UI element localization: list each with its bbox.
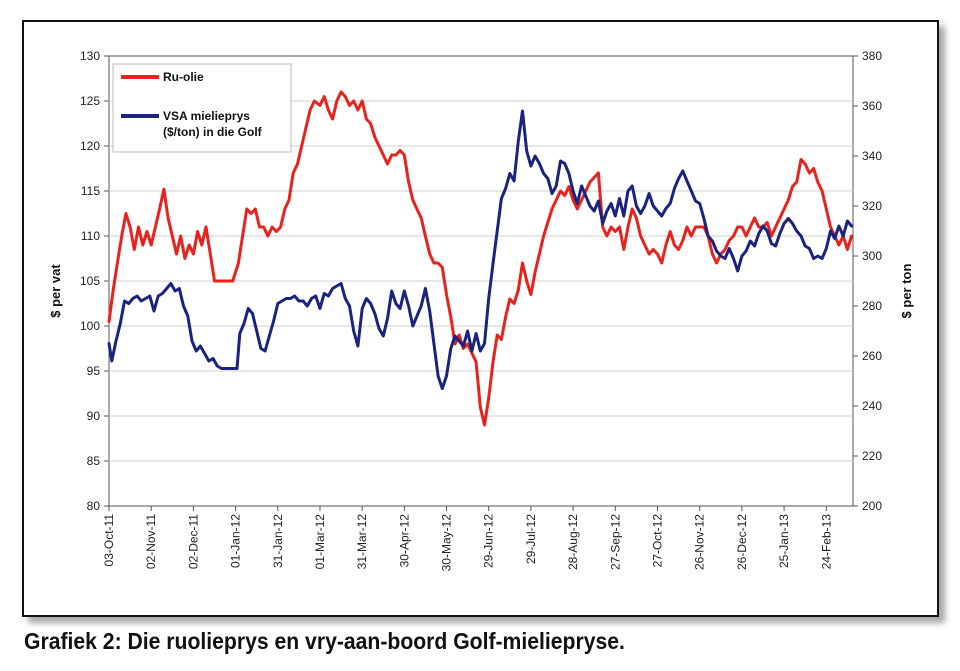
y-axis-title-right: $ per ton [899,263,914,318]
right-tick-label: 380 [862,49,882,63]
left-tick-label: 115 [81,184,100,198]
x-tick-label: 29-Jun-12 [482,514,496,568]
figure-caption: Grafiek 2: Die ruolieprys en vry-aan-boo… [24,628,625,654]
x-tick-label: 31-Jan-12 [271,514,285,568]
series-line-ru-olie [107,90,854,427]
x-tick-label: 30-Apr-12 [397,514,411,568]
legend: Ru-olie VSA mielieprys ($/ton) in die Golf [112,63,292,153]
legend-label-ru-olie: Ru-olie [163,70,204,84]
x-tick-label: 27-Sep-12 [608,514,622,570]
left-tick-label: 95 [87,364,101,378]
x-tick-label: 31-Mar-12 [355,514,369,570]
x-tick-label: 26-Nov-12 [693,514,707,570]
legend-label-vsa-mielieprys-line2: ($/ton) in die Golf [163,125,263,139]
left-tick-label: 100 [80,319,100,333]
series-line-vsa-mielieprys [107,109,854,390]
left-axis: 80 85 90 95 100 105 110 115 120 125 130 [80,49,109,513]
left-tick-label: 130 [80,49,100,63]
left-tick-label: 125 [80,94,100,108]
left-tick-label: 110 [81,229,100,243]
right-axis: 200 220 240 260 280 300 320 340 360 380 [853,49,882,513]
chart-frame: 80 85 90 95 100 105 110 115 120 125 130 200 220 240 2… [22,20,939,617]
x-tick-label: 01-Mar-12 [313,514,327,570]
x-tick-label: 28-Aug-12 [566,514,580,570]
x-tick-label: 25-Jan-13 [777,514,791,568]
x-tick-label: 30-May-12 [440,514,454,572]
y-axis-title-left: $ per vat [48,264,63,318]
right-tick-label: 320 [862,199,882,213]
x-tick-label: 27-Oct-12 [651,514,665,568]
right-tick-label: 240 [862,399,882,413]
left-tick-label: 90 [87,409,101,423]
x-tick-label: 02-Dec-11 [186,514,200,569]
right-tick-label: 340 [862,149,882,163]
right-tick-label: 220 [862,449,882,463]
legend-label-vsa-mielieprys: VSA mielieprys [163,109,250,123]
left-tick-label: 85 [87,454,101,468]
x-tick-label: 29-Jul-12 [524,514,538,564]
x-axis: 03-Oct-11 02-Nov-11 02-Dec-11 01-Jan-12 31-J… [102,506,833,571]
x-tick-label: 01-Jan-12 [229,514,243,568]
right-tick-label: 280 [862,299,882,313]
left-tick-label: 105 [80,274,100,288]
left-tick-label: 80 [87,499,101,513]
right-tick-label: 200 [862,499,882,513]
series-lines [107,90,854,427]
x-tick-label: 26-Dec-12 [735,514,749,570]
right-tick-label: 300 [862,249,882,263]
x-tick-label: 24-Feb-13 [819,514,833,570]
x-tick-label: 03-Oct-11 [102,514,116,567]
x-tick-label: 02-Nov-11 [144,514,158,569]
right-tick-label: 360 [862,99,882,113]
left-tick-label: 120 [80,139,100,153]
right-tick-label: 260 [862,349,882,363]
